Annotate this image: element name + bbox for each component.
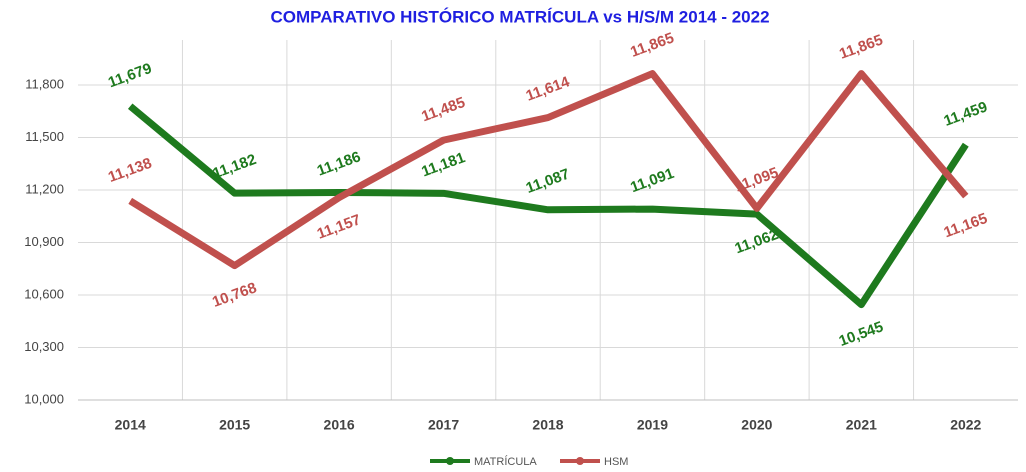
- data-label: 11,165: [942, 210, 990, 241]
- y-tick-label: 10,600: [24, 286, 64, 301]
- data-label: 11,182: [210, 151, 258, 182]
- data-label: 10,768: [210, 279, 259, 311]
- data-label: 11,138: [106, 155, 154, 186]
- x-tick-label: 2021: [846, 417, 877, 433]
- data-label: 11,459: [942, 98, 990, 129]
- legend-label: HSM: [604, 456, 628, 468]
- data-label: 11,865: [628, 29, 676, 60]
- y-tick-label: 10,000: [24, 391, 64, 406]
- y-tick-label: 10,900: [24, 234, 64, 249]
- x-tick-label: 2019: [637, 417, 668, 433]
- x-tick-label: 2018: [532, 417, 563, 433]
- legend-marker: [576, 457, 584, 465]
- y-tick-label: 11,200: [25, 181, 64, 196]
- data-label: 11,485: [419, 94, 467, 125]
- y-tick-label: 11,800: [25, 76, 64, 91]
- data-label: 11,865: [837, 31, 885, 62]
- data-label: 11,087: [524, 166, 572, 197]
- x-tick-label: 2014: [115, 417, 146, 433]
- line-series: [127, 103, 969, 309]
- data-label: 11,091: [628, 165, 676, 196]
- chart-title: COMPARATIVO HISTÓRICO MATRÍCULA vs H/S/M…: [270, 7, 769, 26]
- data-label: 11,181: [419, 149, 467, 180]
- line-series: [128, 70, 969, 270]
- data-label: 11,679: [106, 60, 154, 91]
- data-label: 11,186: [315, 148, 363, 179]
- x-tick-label: 2020: [741, 417, 772, 433]
- x-tick-label: 2016: [324, 417, 355, 433]
- legend-label: MATRÍCULA: [474, 455, 537, 468]
- x-tick-label: 2017: [428, 417, 459, 433]
- x-tick-label: 2022: [950, 417, 981, 433]
- data-label: 11,062: [733, 226, 781, 257]
- x-tick-label: 2015: [219, 417, 250, 433]
- legend-marker: [446, 457, 454, 465]
- data-label: 11,157: [315, 211, 363, 242]
- y-tick-label: 11,500: [25, 129, 64, 144]
- y-tick-label: 10,300: [24, 339, 64, 354]
- data-label: 10,545: [837, 318, 886, 350]
- data-label: 11,614: [524, 73, 573, 105]
